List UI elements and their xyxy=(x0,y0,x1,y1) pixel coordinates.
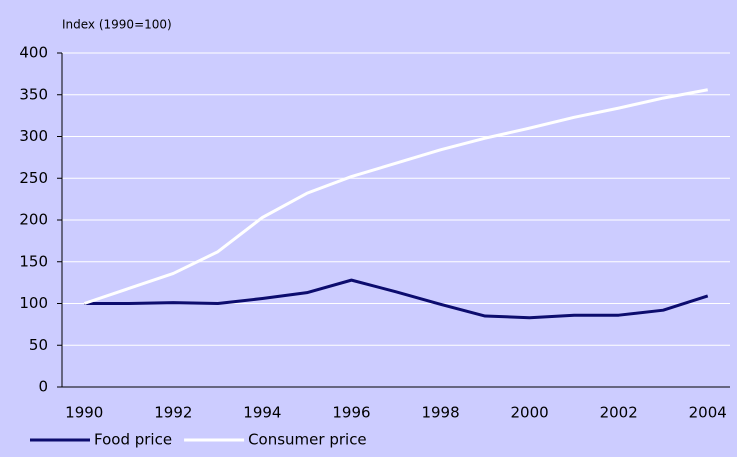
x-tick-label: 1994 xyxy=(243,404,281,422)
legend-label: Food price xyxy=(94,431,172,449)
series-line xyxy=(84,278,709,320)
y-tick-label: 350 xyxy=(19,85,48,103)
y-tick-label: 300 xyxy=(19,127,48,145)
y-tick-label: 0 xyxy=(38,378,48,396)
legend-label: Consumer price xyxy=(248,431,367,449)
y-tick-label: 50 xyxy=(29,336,48,354)
y-tick-label: 400 xyxy=(19,44,48,62)
x-tick-label: 1990 xyxy=(65,404,103,422)
x-tick-label: 1992 xyxy=(154,404,192,422)
x-tick-label: 2004 xyxy=(689,404,727,422)
y-axis-label: Index (1990=100) xyxy=(62,18,172,32)
y-tick-label: 150 xyxy=(19,252,48,270)
y-tick-label: 200 xyxy=(19,211,48,229)
x-tick-label: 2000 xyxy=(511,404,549,422)
y-tick-label: 100 xyxy=(19,294,48,312)
x-tick-label: 1998 xyxy=(421,404,459,422)
y-tick-label: 250 xyxy=(19,169,48,187)
x-tick-label: 2002 xyxy=(600,404,638,422)
series-line xyxy=(83,88,709,305)
x-tick-label: 1996 xyxy=(332,404,370,422)
